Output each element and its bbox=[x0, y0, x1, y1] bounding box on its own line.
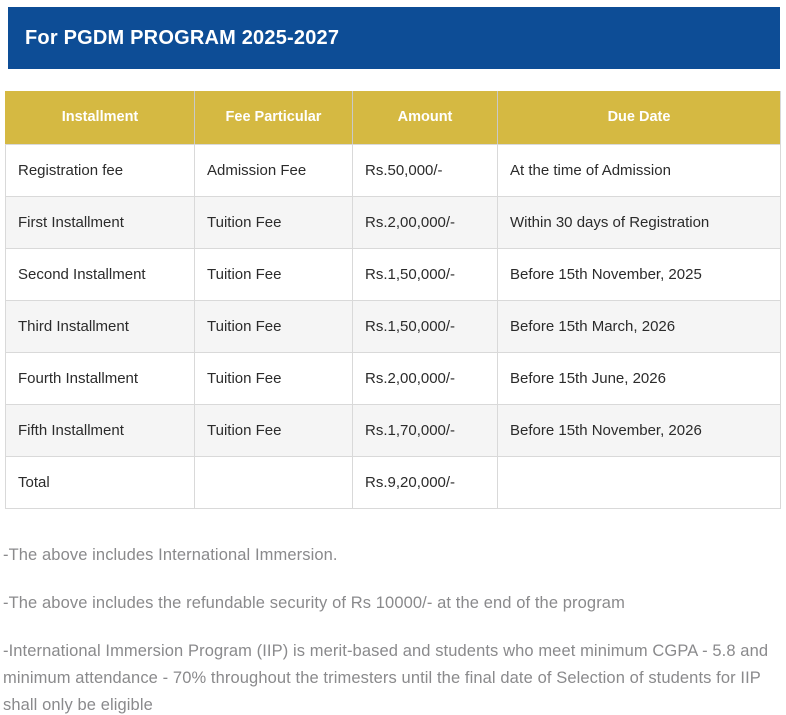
table-row: First Installment Tuition Fee Rs.2,00,000/… bbox=[5, 195, 781, 249]
table-cell: Total bbox=[5, 455, 195, 509]
table-cell: Tuition Fee bbox=[194, 403, 353, 457]
table-cell: Within 30 days of Registration bbox=[497, 195, 781, 249]
fee-table-body: Registration fee Admission Fee Rs.50,000/-… bbox=[5, 143, 781, 509]
table-cell: Rs.2,00,000/- bbox=[352, 351, 498, 405]
fee-table-header-row: Installment Fee Particular Amount Due Date bbox=[5, 91, 781, 145]
table-cell: Rs.9,20,000/- bbox=[352, 455, 498, 509]
table-cell: Before 15th November, 2025 bbox=[497, 247, 781, 301]
column-header: Amount bbox=[352, 91, 498, 145]
page-title: For PGDM PROGRAM 2025-2027 bbox=[25, 27, 340, 49]
note-paragraph: -International Immersion Program (IIP) i… bbox=[3, 642, 769, 714]
table-cell: Rs.1,50,000/- bbox=[352, 299, 498, 353]
table-cell: Second Installment bbox=[5, 247, 195, 301]
column-header: Due Date bbox=[497, 91, 781, 145]
table-cell: First Installment bbox=[5, 195, 195, 249]
table-cell bbox=[497, 455, 781, 509]
table-cell: Rs.2,00,000/- bbox=[352, 195, 498, 249]
table-cell: Rs.1,50,000/- bbox=[352, 247, 498, 301]
table-row: Total Rs.9,20,000/- bbox=[5, 455, 781, 509]
notes-section: -The above includes International Immers… bbox=[3, 542, 783, 715]
table-cell: Admission Fee bbox=[194, 143, 353, 197]
table-cell: Fourth Installment bbox=[5, 351, 195, 405]
table-cell: Before 15th March, 2026 bbox=[497, 299, 781, 353]
table-cell: Fifth Installment bbox=[5, 403, 195, 457]
table-cell: Before 15th November, 2026 bbox=[497, 403, 781, 457]
table-cell: Third Installment bbox=[5, 299, 195, 353]
note-paragraph: -The above includes the refundable secur… bbox=[3, 594, 625, 612]
table-cell: Rs.1,70,000/- bbox=[352, 403, 498, 457]
table-cell: Tuition Fee bbox=[194, 351, 353, 405]
table-row: Second Installment Tuition Fee Rs.1,50,000… bbox=[5, 247, 781, 301]
table-cell: Registration fee bbox=[5, 143, 195, 197]
table-cell bbox=[194, 455, 353, 509]
table-cell: At the time of Admission bbox=[497, 143, 781, 197]
column-header: Installment bbox=[5, 91, 195, 145]
section-title-bar: For PGDM PROGRAM 2025-2027 bbox=[8, 7, 780, 69]
table-row: Fourth Installment Tuition Fee Rs.2,00,000… bbox=[5, 351, 781, 405]
table-cell: Before 15th June, 2026 bbox=[497, 351, 781, 405]
table-cell: Tuition Fee bbox=[194, 299, 353, 353]
note-paragraph: -The above includes International Immers… bbox=[3, 546, 338, 564]
column-header: Fee Particular bbox=[194, 91, 353, 145]
table-row: Third Installment Tuition Fee Rs.1,50,000/… bbox=[5, 299, 781, 353]
table-cell: Tuition Fee bbox=[194, 195, 353, 249]
table-row: Registration fee Admission Fee Rs.50,000/-… bbox=[5, 143, 781, 197]
table-row: Fifth Installment Tuition Fee Rs.1,70,000/… bbox=[5, 403, 781, 457]
table-cell: Rs.50,000/- bbox=[352, 143, 498, 197]
table-cell: Tuition Fee bbox=[194, 247, 353, 301]
fee-structure-table: Installment Fee Particular Amount Due Date … bbox=[5, 91, 781, 509]
